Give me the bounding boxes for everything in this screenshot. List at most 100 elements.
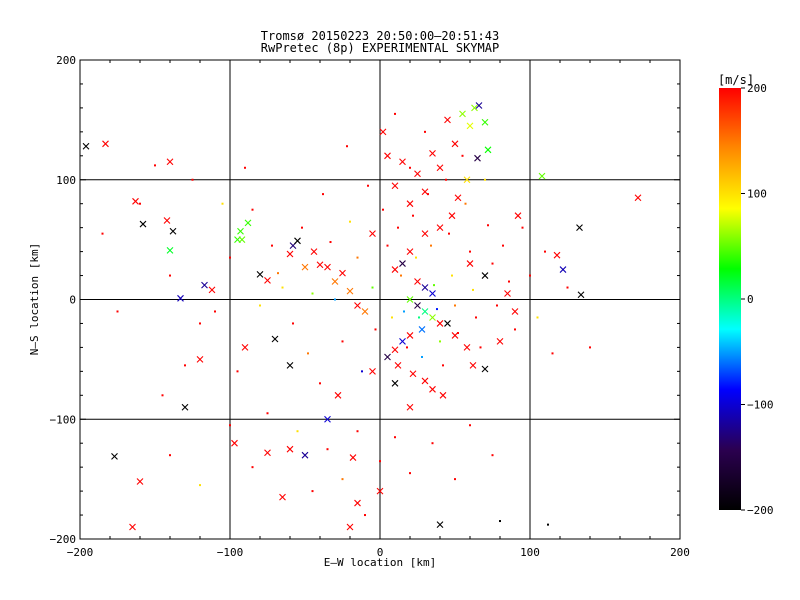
data-point-dot — [397, 226, 399, 229]
data-point-cross — [166, 247, 174, 254]
data-point-cross — [286, 250, 294, 258]
data-point-cross — [129, 523, 136, 531]
data-point-dot — [329, 241, 332, 244]
data-point-cross — [391, 346, 399, 354]
data-point-dot — [412, 214, 414, 217]
data-point-dot — [139, 202, 141, 205]
data-point-cross — [421, 308, 429, 315]
data-point-cross — [241, 344, 249, 351]
data-point-cross — [354, 302, 361, 309]
data-point-cross — [484, 146, 492, 154]
data-point-cross — [414, 278, 421, 285]
data-point-cross — [577, 291, 585, 299]
data-point-dot — [346, 145, 348, 148]
colorbar-tick-label: 0 — [747, 293, 754, 306]
data-point-dot — [292, 322, 294, 325]
data-point-dot — [341, 340, 344, 343]
grid-lines — [80, 60, 680, 539]
data-point-cross — [331, 278, 339, 285]
data-point-dot — [479, 346, 482, 349]
data-point-cross — [316, 261, 324, 269]
data-point-dot — [502, 244, 504, 247]
data-point-cross — [394, 361, 402, 369]
data-point-dot — [436, 308, 438, 311]
x-tick-label: −100 — [217, 546, 244, 559]
data-point-dot — [454, 478, 456, 481]
data-point-cross — [481, 365, 489, 373]
data-point-dot — [445, 178, 447, 181]
data-point-cross — [504, 290, 511, 297]
data-point-dot — [409, 472, 411, 475]
y-tick-label: 0 — [69, 294, 76, 307]
data-point-dot — [529, 274, 531, 277]
data-point-cross — [369, 230, 376, 238]
data-point-dot — [409, 166, 411, 169]
data-point-dot — [514, 328, 516, 331]
data-point-cross — [349, 454, 357, 461]
data-point-cross — [436, 320, 444, 327]
data-point-dot — [301, 226, 303, 229]
data-point-dot — [326, 448, 329, 451]
data-point-dot — [469, 250, 471, 253]
data-point-dot — [319, 382, 321, 385]
data-point-cross — [421, 230, 429, 238]
data-point-cross — [301, 451, 309, 459]
data-point-dot — [266, 412, 269, 415]
data-point-cross — [238, 236, 246, 244]
data-point-dot — [244, 166, 246, 169]
data-point-dot — [334, 298, 336, 301]
data-point-dot — [199, 322, 201, 325]
data-point-dot — [551, 352, 554, 355]
data-point-dot — [472, 288, 474, 291]
data-point-cross — [169, 227, 177, 235]
data-point-cross — [286, 445, 294, 453]
data-point-dot — [277, 272, 279, 275]
data-point-cross — [439, 391, 447, 399]
x-tick-label: −200 — [67, 546, 94, 559]
data-point-dot — [229, 256, 231, 259]
data-point-dot — [442, 364, 444, 367]
data-point-cross — [379, 128, 387, 136]
data-point-dot — [454, 304, 456, 307]
data-point-dot — [400, 274, 402, 277]
data-point-cross — [429, 150, 436, 157]
data-point-cross — [231, 439, 238, 447]
chart-subtitle: RwPretec (8p) EXPERIMENTAL SKYMAP — [261, 41, 499, 55]
data-point-dot — [161, 394, 164, 397]
data-point-dot — [508, 280, 510, 283]
data-point-cross — [436, 164, 444, 172]
data-point-cross — [475, 102, 483, 109]
data-point-cross — [559, 266, 567, 273]
colorbar-tick-label: −200 — [747, 504, 774, 517]
data-point-dot — [386, 244, 389, 247]
data-point-cross — [271, 335, 279, 343]
data-point-cross — [391, 266, 399, 273]
data-point-cross — [429, 385, 436, 393]
data-point-cross — [354, 499, 361, 507]
data-point-cross — [414, 302, 421, 309]
data-point-dot — [379, 460, 381, 463]
data-points — [82, 102, 642, 531]
data-point-dot — [431, 442, 434, 445]
data-point-cross — [421, 377, 429, 385]
data-point-dot — [475, 316, 477, 319]
data-point-cross — [406, 332, 414, 339]
data-point-cross — [466, 122, 474, 130]
data-point-dot — [391, 316, 393, 319]
data-point-dot — [521, 226, 524, 229]
data-point-dot — [184, 364, 186, 367]
data-point-dot — [296, 430, 299, 433]
colorbar — [719, 88, 741, 510]
data-point-dot — [451, 274, 453, 277]
data-point-dot — [251, 466, 254, 469]
data-point-dot — [199, 484, 201, 487]
data-point-cross — [406, 200, 414, 208]
data-point-cross — [384, 353, 391, 361]
data-point-cross — [294, 237, 301, 245]
data-point-cross — [301, 263, 309, 271]
data-point-cross — [177, 294, 184, 302]
data-point-cross — [310, 248, 318, 255]
colorbar-tick-label: 100 — [747, 188, 767, 201]
data-point-cross — [391, 182, 399, 190]
